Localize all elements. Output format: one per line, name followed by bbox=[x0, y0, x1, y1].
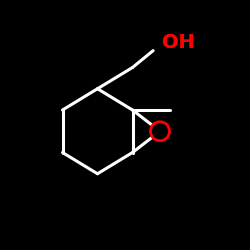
Text: OH: OH bbox=[162, 33, 195, 52]
Circle shape bbox=[150, 122, 170, 141]
Bar bbox=[160, 31, 200, 54]
Text: OH: OH bbox=[162, 33, 195, 52]
